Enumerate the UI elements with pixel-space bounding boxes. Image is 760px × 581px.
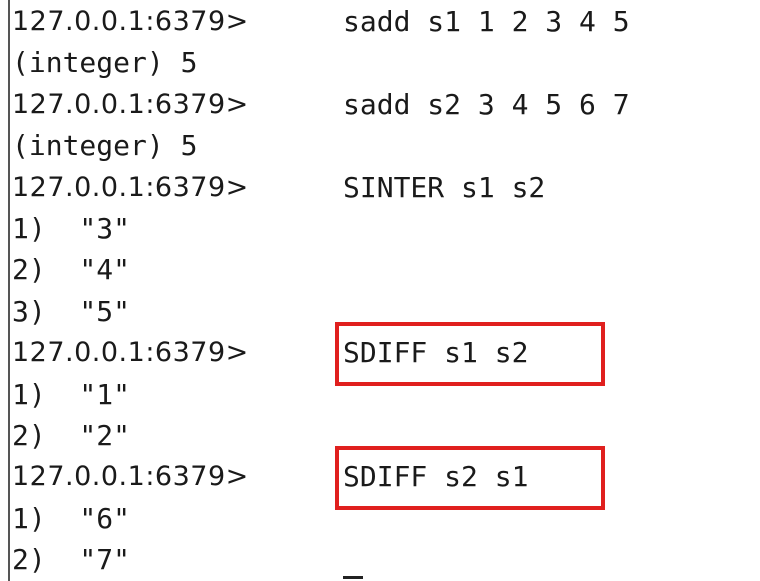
terminal-line: 1) "1" — [12, 374, 130, 415]
output: 1) "6" — [12, 501, 131, 535]
prompt: 127.0.0.1:6379> — [12, 171, 249, 203]
output: 2) "2" — [12, 419, 131, 452]
terminal-line: (integer) 5 — [12, 42, 197, 83]
terminal-line: 2) "7" — [12, 539, 130, 580]
highlight-box — [335, 446, 605, 511]
prompt: 127.0.0.1:6379> — [12, 337, 249, 369]
terminal-line: (integer) 5 — [12, 125, 197, 166]
output: 1) "3" — [12, 212, 131, 245]
output: 1) "1" — [12, 377, 131, 411]
output: (integer) 5 — [12, 129, 198, 163]
cursor — [343, 576, 363, 579]
output: 3) "5" — [12, 294, 131, 328]
prompt: 127.0.0.1:6379> — [12, 461, 249, 493]
terminal-line: 127.0.0.1:6379> SINTER s1 s2 — [12, 167, 545, 208]
command: SDIFF s2 s1 — [335, 446, 605, 511]
prompt: 127.0.0.1:6379> — [12, 88, 249, 120]
prompt: 127.0.0.1:6379> — [12, 6, 249, 37]
terminal-line: 127.0.0.1:6379> SDIFF s2 s1 — [12, 446, 605, 511]
command: SDIFF s1 s2 — [335, 322, 605, 387]
command: sadd s2 3 4 5 6 7 — [343, 87, 630, 121]
command: SINTER s1 s2 — [343, 170, 546, 204]
output: 2) "4" — [12, 253, 131, 287]
terminal-line: 3) "5" — [12, 291, 130, 332]
terminal-line: 127.0.0.1:6379> sadd s2 3 4 5 6 7 — [12, 84, 630, 125]
terminal-line: 127.0.0.1:6379> sadd s1 1 2 3 4 5 — [12, 1, 630, 42]
terminal-line: 1) "6" — [12, 498, 130, 539]
command: sadd s1 1 2 3 4 5 — [343, 5, 630, 38]
output: 2) "7" — [12, 543, 131, 577]
terminal-line: 1) "3" — [12, 208, 130, 249]
window-edge — [8, 0, 10, 581]
highlight-box — [335, 322, 605, 387]
terminal-line: 2) "4" — [12, 249, 130, 290]
terminal-line: 127.0.0.1:6379> SDIFF s1 s2 — [12, 322, 605, 387]
output: (integer) 5 — [12, 46, 198, 80]
terminal-line: 2) "2" — [12, 415, 130, 456]
